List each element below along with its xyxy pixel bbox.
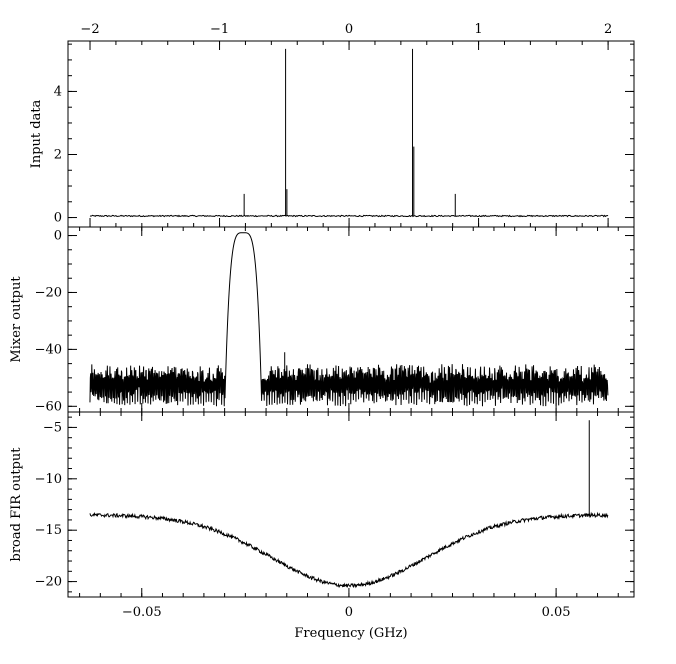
y-axis-label: broad FIR output: [9, 447, 24, 562]
y-tick-label: 2: [54, 147, 62, 162]
y-tick-label: 4: [54, 84, 62, 99]
y-tick-label: −20: [35, 575, 62, 590]
y-tick-label: 0: [54, 229, 62, 244]
x-tick-label-top: 1: [474, 22, 482, 37]
x-tick-label-bottom: 0: [345, 605, 353, 620]
mixer-output-curve: [89, 232, 609, 407]
y-tick-label: −60: [35, 399, 62, 414]
x-tick-label-bottom: 0.05: [542, 605, 571, 620]
x-tick-label-top: 2: [604, 22, 612, 37]
y-axis-label: Input data: [29, 99, 44, 168]
plot-frame: [67, 40, 635, 228]
x-tick-label-top: 0: [345, 22, 353, 37]
x-tick-label-top: −1: [210, 22, 229, 37]
y-tick-label: −40: [35, 342, 62, 357]
y-tick-label: −20: [35, 285, 62, 300]
y-tick-label: −15: [35, 523, 62, 538]
y-tick-label: 0: [54, 211, 62, 226]
y-tick-label: −5: [43, 420, 62, 435]
y-axis-label: Mixer output: [9, 276, 24, 363]
fir-output-curve: [89, 511, 609, 589]
broad-fir-output-panel: −0.05 0 0.05 −5 −10 −15 −20 broad FIR output Fre…: [9, 411, 635, 641]
y-tick-label: −10: [35, 472, 62, 487]
x-axis-label: Frequency (GHz): [294, 626, 407, 641]
x-tick-label-bottom: −0.05: [122, 605, 162, 620]
input-data-baseline: [89, 214, 609, 218]
plot-frame: [67, 411, 635, 598]
mixer-output-panel: 0 −20 −40 −60 Mixer output: [9, 226, 635, 414]
input-data-panel: −2 −1 0 1 2 0 2 4 Input data: [29, 22, 635, 228]
x-tick-label-top: −2: [80, 22, 99, 37]
